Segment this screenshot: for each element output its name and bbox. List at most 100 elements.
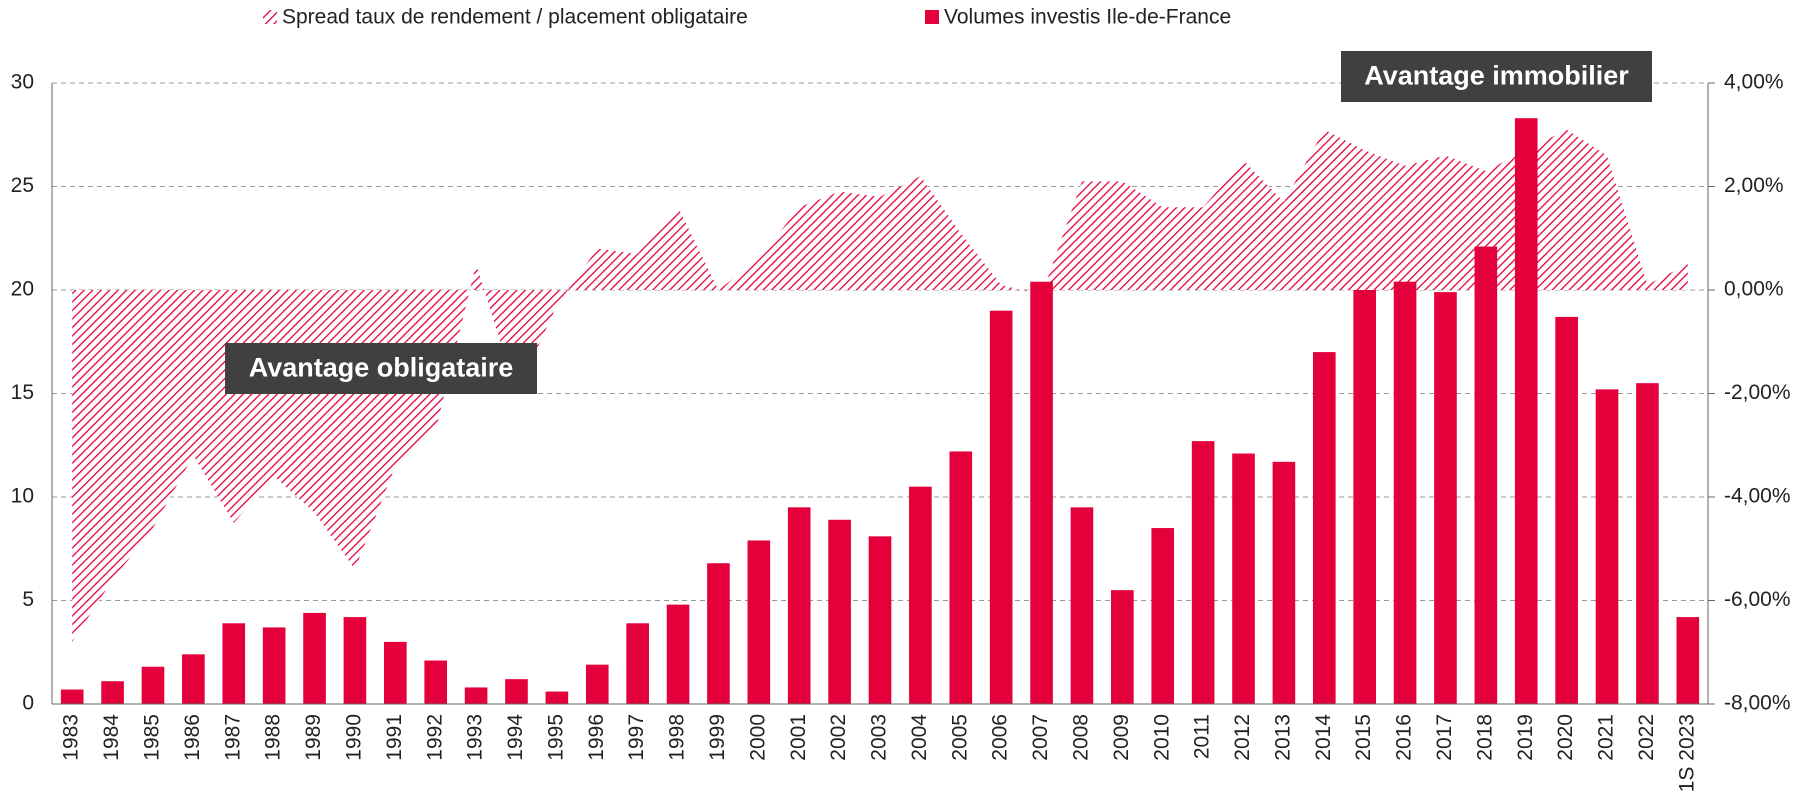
y-tick-label: 20 [11,278,34,301]
legend-label: Volumes investis Ile-de-France [944,6,1231,29]
bar [626,623,649,704]
x-tick-label: 1991 [383,714,406,761]
x-tick-label: 1994 [504,714,527,761]
bar [545,691,569,704]
bar [343,617,367,704]
bar [1151,528,1175,704]
x-tick-label: 2004 [908,714,931,761]
bar [1474,246,1498,704]
x-tick-label: 2002 [827,714,850,761]
bar [585,664,609,704]
bar [1676,617,1700,704]
x-tick-label: 1997 [625,714,648,761]
x-tick-label: 2000 [746,714,769,761]
y-tick-label: 25 [11,174,34,197]
bar [666,604,690,704]
annotation: Avantage obligataire [249,353,514,383]
bar [1595,389,1619,704]
y-tick-label: 30 [11,71,34,94]
y-tick-label: 0 [22,692,34,715]
bar [222,623,246,704]
bar [1636,383,1659,704]
bar [707,563,730,704]
x-tick-label: 2014 [1312,714,1335,761]
x-tick-label: 1988 [262,714,285,761]
bar [989,310,1013,704]
x-tick-label: 2007 [1029,714,1052,761]
x-tick-label: 2003 [868,714,891,761]
x-tick-label: 1995 [544,714,567,761]
x-tick-label: 1998 [666,714,689,761]
x-tick-label: 2008 [1069,714,1092,761]
y2-tick-label: 2,00% [1724,174,1784,197]
annotation-box [225,343,537,394]
x-tick-label: 2011 [1191,714,1214,759]
x-tick-label: 2019 [1514,714,1537,761]
spread-area [72,129,1688,642]
bar [909,486,932,704]
bar [424,660,448,704]
bar [1555,316,1578,704]
x-tick-label: 1984 [100,714,123,761]
x-tick-label: 1990 [342,714,365,761]
bar [1232,453,1255,704]
bar [101,681,124,704]
y2-tick-label: -2,00% [1724,381,1791,404]
x-tick-label: 2001 [787,714,810,761]
x-tick-label: 1S 2023 [1675,714,1698,792]
bar [464,687,488,704]
y2-tick-label: -8,00% [1724,692,1791,715]
x-tick-label: 2009 [1110,714,1133,761]
bar [1191,441,1215,704]
bar [1070,507,1094,704]
x-tick-label: 2021 [1595,714,1618,761]
x-tick-label: 1987 [221,714,244,761]
y2-tick-label: -4,00% [1724,485,1791,508]
x-tick-label: 2006 [989,714,1012,761]
bar [1030,281,1053,704]
x-tick-label: 2020 [1554,714,1577,761]
y2-tick-label: 0,00% [1724,278,1784,301]
bar [505,679,528,704]
annotation-box [1341,51,1652,102]
x-tick-label: 1992 [423,714,446,761]
x-tick-label: 1996 [585,714,608,761]
bar [1312,352,1336,704]
bar [747,540,771,704]
bar [828,519,851,704]
bar [303,612,326,704]
bar [787,507,811,704]
bar [1434,292,1457,704]
bar [1111,590,1134,704]
bar [1272,461,1296,704]
legend-item: Volumes investis Ile-de-France [925,6,1231,29]
x-tick-label: 1986 [181,714,204,761]
x-tick-label: 1989 [302,714,325,761]
y2-tick-label: 4,00% [1724,71,1784,94]
legend-swatch [263,10,277,24]
x-tick-label: 2013 [1271,714,1294,761]
x-tick-label: 2017 [1433,714,1456,761]
x-tick-label: 1983 [60,714,83,761]
x-tick-label: 2018 [1473,714,1496,761]
x-tick-label: 1985 [141,714,164,761]
legend-label: Spread taux de rendement / placement obl… [282,6,748,29]
x-tick-label: 2022 [1635,714,1658,761]
bar [949,451,973,704]
bar [141,666,165,704]
bar [182,654,205,704]
x-tick-label: 2016 [1393,714,1416,761]
legend-swatch [925,10,939,24]
bar [868,536,892,704]
y-tick-label: 15 [11,381,34,404]
y-tick-label: 10 [11,485,34,508]
x-tick-label: 1999 [706,714,729,761]
bar [262,627,286,704]
bar [1393,281,1417,704]
bar [60,689,84,704]
x-tick-label: 2005 [948,714,971,761]
legend-item: Spread taux de rendement / placement obl… [263,6,748,29]
bar [1514,118,1538,704]
y2-tick-label: -6,00% [1724,588,1791,611]
